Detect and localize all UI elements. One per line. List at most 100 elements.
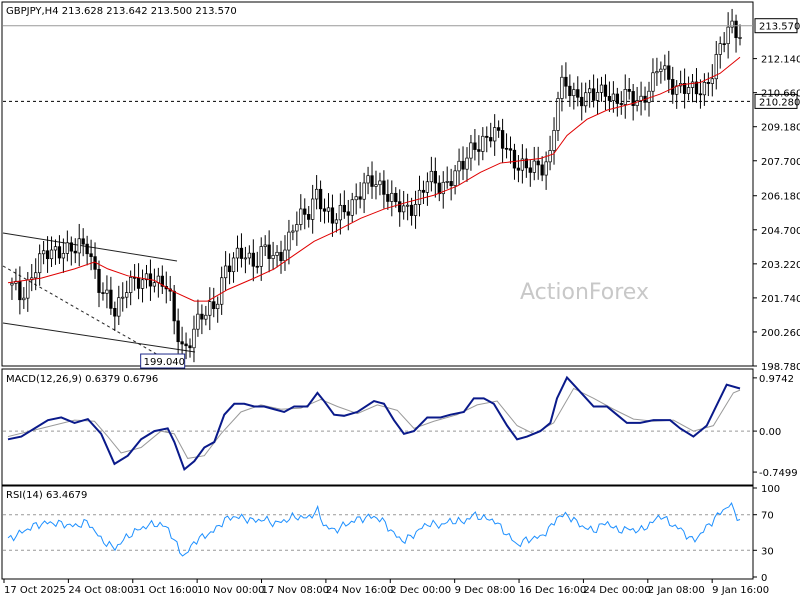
candle — [200, 304, 204, 335]
candle — [378, 172, 382, 196]
candle-body — [710, 78, 714, 84]
candle — [61, 238, 66, 273]
time-tick-label: 24 Oct 08:00 — [68, 585, 133, 596]
candle — [105, 275, 109, 309]
candle — [53, 239, 58, 265]
current-price-label: 213.570 — [759, 22, 800, 33]
candle — [235, 235, 240, 272]
price-tick-label: 203.220 — [761, 260, 800, 271]
candle — [77, 223, 81, 267]
candle — [722, 32, 726, 53]
candle — [382, 170, 386, 209]
time-tick-label: 31 Oct 16:00 — [133, 585, 198, 596]
candle — [524, 148, 528, 178]
candle-body — [615, 93, 619, 104]
candle-body — [686, 87, 691, 94]
candle-body — [667, 65, 671, 80]
candle — [89, 239, 93, 271]
candle-body — [34, 272, 38, 279]
candle — [421, 180, 426, 205]
candle-body — [188, 345, 192, 349]
candle — [726, 12, 730, 59]
candle — [698, 79, 703, 109]
candle-body — [77, 238, 81, 254]
candle — [390, 180, 394, 217]
candle-body — [109, 289, 113, 309]
candle-body — [330, 207, 335, 224]
candle-body — [473, 142, 477, 150]
candle — [560, 65, 564, 112]
candlesticks — [10, 8, 742, 363]
candle — [125, 280, 129, 309]
candle-body — [235, 247, 240, 259]
candle-body — [362, 182, 366, 200]
price-panel: GBPJPY,H4 213.628 213.642 213.500 213.57… — [1, 1, 800, 373]
candle — [591, 74, 596, 108]
candle-body — [394, 192, 398, 203]
candle-body — [698, 93, 703, 96]
candle-body — [271, 255, 275, 259]
candle-body — [334, 219, 339, 224]
time-tick-label: 16 Dec 16:00 — [519, 585, 586, 596]
candle — [204, 305, 208, 326]
candle-body — [682, 83, 687, 94]
candle — [718, 36, 722, 69]
candle-body — [172, 290, 176, 322]
rsi-tick-label: 30 — [761, 546, 774, 557]
candle-body — [500, 130, 505, 149]
time-tick-label: 24 Dec 00:00 — [583, 585, 650, 596]
candle — [176, 308, 180, 354]
candle — [34, 258, 38, 291]
candle-body — [477, 149, 481, 152]
price-tick-label: 212.140 — [761, 55, 800, 66]
candle — [342, 190, 346, 219]
candle — [350, 192, 354, 223]
candle — [449, 168, 453, 201]
candle-body — [659, 68, 663, 72]
candle — [710, 64, 714, 97]
candle — [540, 156, 544, 182]
candle-body — [358, 196, 362, 200]
candle — [295, 211, 299, 246]
price-tick-label: 207.700 — [761, 157, 800, 168]
candle — [394, 187, 398, 208]
candle-body — [326, 207, 331, 212]
candle-body — [65, 242, 70, 254]
candle — [366, 166, 370, 195]
candle — [425, 172, 430, 206]
candle-body — [160, 275, 164, 287]
rsi-tick-label: 0 — [761, 573, 767, 584]
candle-body — [247, 252, 252, 259]
candle-body — [10, 283, 14, 286]
candle-body — [267, 244, 271, 259]
candle — [595, 78, 600, 115]
candle — [144, 264, 149, 289]
candle — [682, 68, 687, 109]
candle — [140, 269, 145, 303]
candle-body — [231, 257, 236, 273]
candle-body — [152, 282, 157, 287]
candle-body — [524, 158, 528, 169]
candle — [706, 72, 710, 97]
candle-body — [220, 277, 224, 305]
candle — [429, 156, 434, 192]
candle-body — [429, 170, 434, 183]
candle-body — [623, 89, 627, 105]
candle-body — [287, 231, 291, 251]
candle-body — [311, 198, 315, 220]
candle — [489, 122, 493, 148]
candle-body — [481, 135, 485, 152]
candle-body — [402, 205, 406, 213]
candle — [627, 77, 631, 100]
candle — [659, 61, 663, 84]
candle-body — [607, 96, 612, 101]
time-tick-label: 2 Jan 08:00 — [648, 585, 705, 596]
candle-body — [722, 43, 726, 46]
candle — [402, 190, 406, 220]
candle-body — [449, 181, 453, 186]
time-tick-label: 9 Jan 16:00 — [712, 585, 769, 596]
low-marker-box — [140, 353, 186, 369]
price-tick-label: 201.740 — [761, 294, 800, 305]
candle — [504, 133, 509, 159]
watermark: ActionForex — [520, 280, 649, 305]
